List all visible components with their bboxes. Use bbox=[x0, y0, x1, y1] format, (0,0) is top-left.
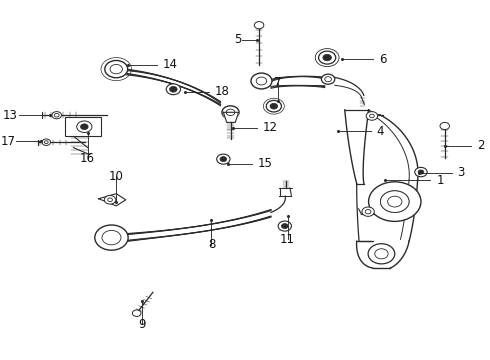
Text: 17: 17 bbox=[0, 135, 15, 148]
Circle shape bbox=[368, 244, 395, 264]
Circle shape bbox=[263, 98, 284, 114]
Circle shape bbox=[110, 64, 122, 74]
Circle shape bbox=[415, 167, 427, 177]
Circle shape bbox=[132, 310, 141, 316]
Circle shape bbox=[418, 170, 424, 174]
Polygon shape bbox=[98, 194, 126, 206]
Circle shape bbox=[440, 122, 449, 130]
Circle shape bbox=[42, 139, 50, 145]
Circle shape bbox=[170, 86, 177, 92]
Text: 15: 15 bbox=[258, 157, 272, 170]
Circle shape bbox=[77, 121, 92, 132]
Text: 13: 13 bbox=[3, 109, 18, 122]
Text: 8: 8 bbox=[208, 238, 215, 251]
Text: 1: 1 bbox=[436, 174, 444, 186]
Text: 4: 4 bbox=[377, 125, 384, 138]
Circle shape bbox=[365, 210, 371, 214]
Circle shape bbox=[381, 191, 409, 212]
Text: 3: 3 bbox=[458, 166, 465, 179]
Circle shape bbox=[381, 191, 409, 212]
Circle shape bbox=[251, 73, 272, 89]
Text: 5: 5 bbox=[234, 33, 242, 46]
Circle shape bbox=[266, 100, 281, 112]
Text: 7: 7 bbox=[274, 76, 282, 89]
Circle shape bbox=[366, 112, 378, 120]
Circle shape bbox=[80, 124, 88, 130]
Circle shape bbox=[281, 224, 288, 229]
Circle shape bbox=[54, 113, 59, 117]
Circle shape bbox=[166, 84, 180, 95]
Circle shape bbox=[254, 22, 264, 29]
Text: 2: 2 bbox=[477, 139, 484, 152]
Text: 11: 11 bbox=[280, 233, 295, 246]
Text: 16: 16 bbox=[80, 152, 95, 165]
Circle shape bbox=[318, 51, 336, 64]
Circle shape bbox=[52, 112, 61, 119]
Text: 10: 10 bbox=[109, 170, 123, 183]
Text: 14: 14 bbox=[162, 58, 177, 71]
Circle shape bbox=[108, 198, 112, 202]
Circle shape bbox=[95, 225, 128, 250]
Circle shape bbox=[98, 228, 125, 248]
Circle shape bbox=[388, 196, 402, 207]
Circle shape bbox=[226, 109, 235, 116]
Circle shape bbox=[44, 141, 48, 144]
Circle shape bbox=[368, 182, 421, 221]
Circle shape bbox=[222, 106, 239, 119]
FancyBboxPatch shape bbox=[65, 117, 101, 136]
Circle shape bbox=[220, 157, 227, 162]
Circle shape bbox=[105, 60, 128, 78]
Circle shape bbox=[256, 77, 267, 85]
Text: 12: 12 bbox=[263, 121, 277, 134]
Circle shape bbox=[104, 195, 116, 204]
Circle shape bbox=[315, 49, 339, 67]
Circle shape bbox=[375, 249, 388, 259]
Polygon shape bbox=[223, 112, 239, 122]
Circle shape bbox=[102, 230, 121, 245]
Circle shape bbox=[362, 207, 374, 216]
Circle shape bbox=[101, 58, 131, 81]
Circle shape bbox=[323, 54, 331, 61]
Circle shape bbox=[270, 103, 278, 109]
Text: 6: 6 bbox=[379, 53, 387, 66]
Circle shape bbox=[278, 221, 292, 231]
Circle shape bbox=[217, 154, 230, 164]
Circle shape bbox=[369, 114, 374, 118]
Circle shape bbox=[325, 77, 331, 82]
Circle shape bbox=[321, 74, 335, 84]
Text: 18: 18 bbox=[215, 85, 230, 98]
Text: 9: 9 bbox=[139, 318, 146, 330]
